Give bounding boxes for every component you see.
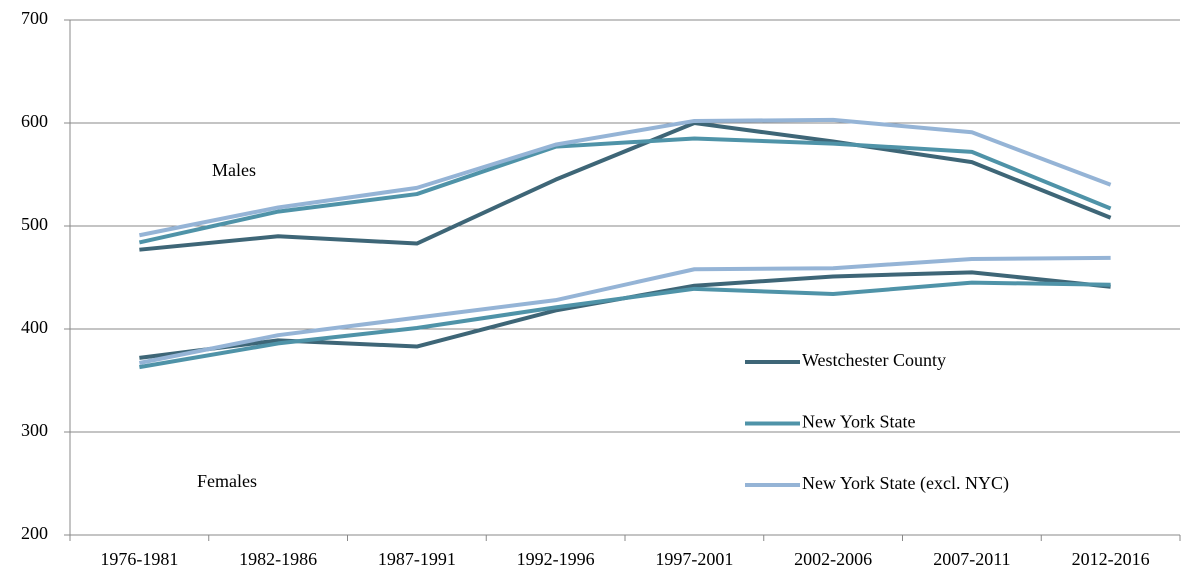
series-line	[138, 117, 1112, 238]
y-tick-label: 200	[21, 523, 48, 543]
x-tick-label: 2012-2016	[1072, 549, 1150, 569]
legend-label: New York State (excl. NYC)	[802, 473, 1009, 494]
x-tick-label: 2002-2006	[794, 549, 872, 569]
annotation: Males	[212, 160, 256, 180]
y-tick-label: 400	[21, 317, 48, 337]
series-line	[139, 280, 1111, 370]
annotation: Females	[197, 471, 257, 491]
series-line	[139, 121, 1112, 252]
x-tick-label: 1992-1996	[517, 549, 595, 569]
x-tick-label: 1982-1986	[239, 549, 317, 569]
y-tick-label: 700	[21, 8, 48, 28]
x-tick-label: 2007-2011	[933, 549, 1010, 569]
x-tick-label: 1987-1991	[378, 549, 456, 569]
legend-label: New York State	[802, 412, 916, 432]
x-tick-label: 1976-1981	[100, 549, 178, 569]
x-tick-label: 1997-2001	[655, 549, 733, 569]
y-tick-label: 600	[21, 111, 48, 131]
series-line	[138, 255, 1111, 365]
legend-label: Westchester County	[802, 350, 946, 370]
series-line	[138, 136, 1112, 245]
y-tick-label: 500	[21, 214, 48, 234]
y-tick-label: 300	[21, 420, 48, 440]
